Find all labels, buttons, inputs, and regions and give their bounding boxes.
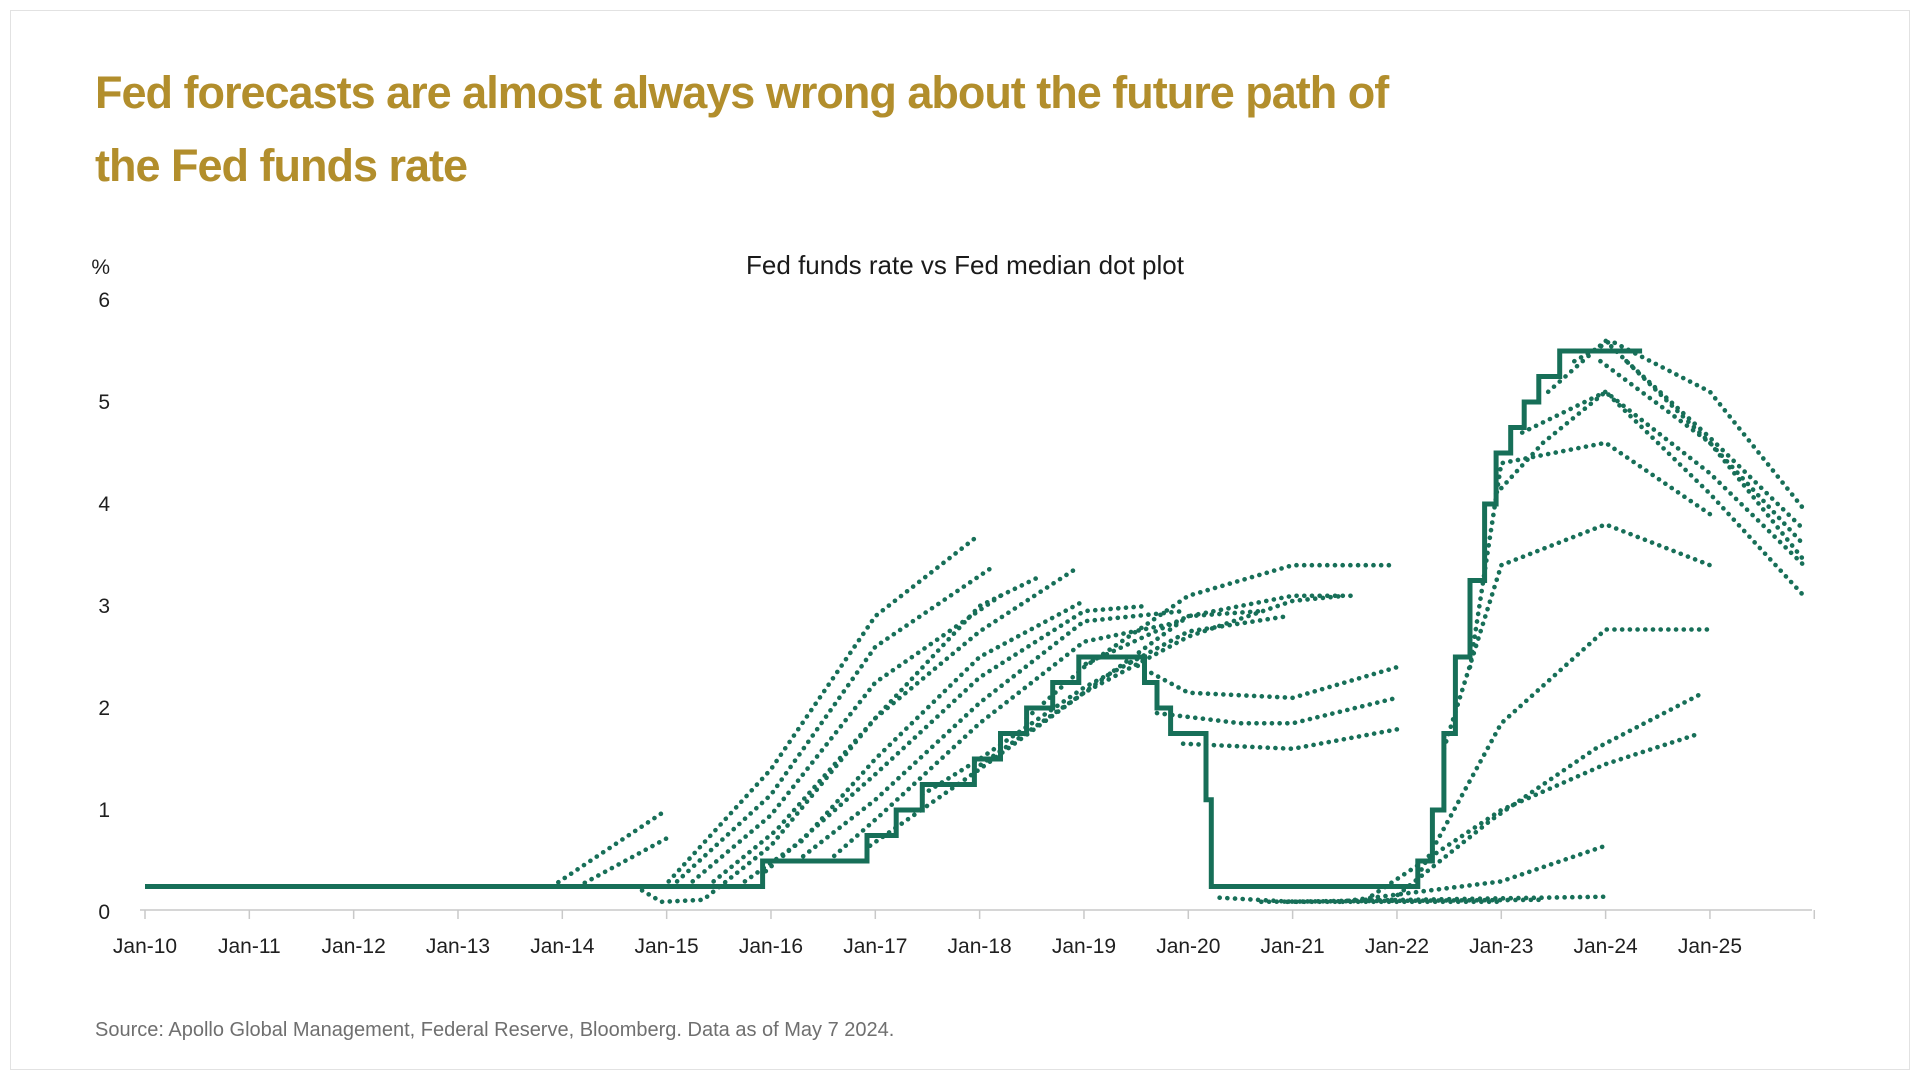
projection-2023-jun-dotted-line — [1545, 338, 1807, 563]
x-tick-label: Jan-17 — [843, 935, 907, 958]
y-tick-label: 6 — [98, 289, 110, 312]
x-tick-label: Jan-15 — [635, 935, 699, 958]
y-tick-label: 3 — [98, 595, 110, 618]
page-title-line-1: Fed forecasts are almost always wrong ab… — [95, 67, 1389, 118]
y-tick-label: 1 — [98, 799, 110, 822]
projection-liftoff-d-dotted-line — [711, 567, 1076, 884]
source-note: Source: Apollo Global Management, Federa… — [95, 1019, 895, 1041]
projection-liftoff-a-dotted-line — [666, 532, 982, 884]
projection-2023-dec-dotted-line — [1598, 358, 1807, 548]
projection-2019-dec-dotted-line — [1180, 726, 1405, 752]
projection-2019-jun-dotted-line — [1128, 659, 1400, 701]
x-tick-label: Jan-16 — [739, 935, 803, 958]
y-tick-label: 5 — [98, 391, 110, 414]
x-tick-label: Jan-19 — [1052, 935, 1116, 958]
projection-2016-jun-dotted-line — [794, 608, 1186, 864]
y-tick-label: 0 — [98, 901, 110, 924]
projection-2022-dec-dotted-line — [1493, 389, 1807, 599]
projection-2017-dec-dotted-line — [972, 593, 1348, 772]
x-tick-label: Jan-24 — [1574, 935, 1639, 958]
projection-2019-sep-dotted-line — [1154, 695, 1400, 726]
projection-2012-dotted-line — [549, 807, 669, 889]
fed-funds-rate-line — [145, 348, 1643, 889]
x-tick-label: Jan-10 — [113, 935, 177, 958]
x-tick-label: Jan-22 — [1365, 935, 1429, 958]
page-title: Fed forecasts are almost always wrong ab… — [95, 56, 1575, 202]
projection-2013-dotted-line — [575, 833, 675, 889]
x-tick-label: Jan-23 — [1469, 935, 1533, 958]
projection-2015-dip-dotted-line — [633, 573, 1045, 905]
x-tick-label: Jan-18 — [948, 935, 1012, 958]
projection-2018-jun-dotted-line — [1024, 562, 1394, 721]
projection-2021-dec-dotted-line — [1389, 692, 1702, 903]
projection-2018-dec-dotted-line — [1076, 593, 1358, 670]
x-tick-label: Jan-25 — [1678, 935, 1742, 958]
projection-2022-jun-dotted-line — [1441, 522, 1713, 752]
projection-liftoff-c-dotted-line — [690, 593, 1003, 884]
page-title-line-2: the Fed funds rate — [95, 140, 468, 191]
chart-title: Fed funds rate vs Fed median dot plot — [746, 250, 1184, 280]
projection-2016-dec-dotted-line — [867, 608, 1264, 849]
x-tick-label: Jan-11 — [218, 935, 281, 958]
projection-2016-sep-dotted-line — [826, 618, 1186, 864]
x-tick-label: Jan-12 — [322, 935, 386, 958]
projection-2022-mar-dotted-line — [1415, 627, 1713, 879]
y-tick-label: 4 — [98, 493, 110, 516]
projection-2023-mar-dotted-line — [1519, 389, 1807, 568]
x-tick-label: Jan-21 — [1261, 935, 1325, 958]
projection-2022-sep-dotted-line — [1467, 440, 1713, 670]
y-tick-label: 2 — [98, 697, 110, 720]
projection-2016-mar-dotted-line — [763, 603, 1149, 874]
projection-2024-mar-dotted-line — [1624, 358, 1807, 532]
projection-liftoff-b-dotted-line — [674, 562, 998, 884]
projection-2020-jun-dotted-line — [1217, 895, 1504, 905]
x-tick-label: Jan-13 — [426, 935, 490, 958]
x-tick-label: Jan-14 — [530, 935, 595, 958]
y-axis-unit: % — [91, 256, 110, 279]
projection-2021-jun-dotted-line — [1337, 843, 1608, 905]
x-tick-label: Jan-20 — [1156, 935, 1220, 958]
